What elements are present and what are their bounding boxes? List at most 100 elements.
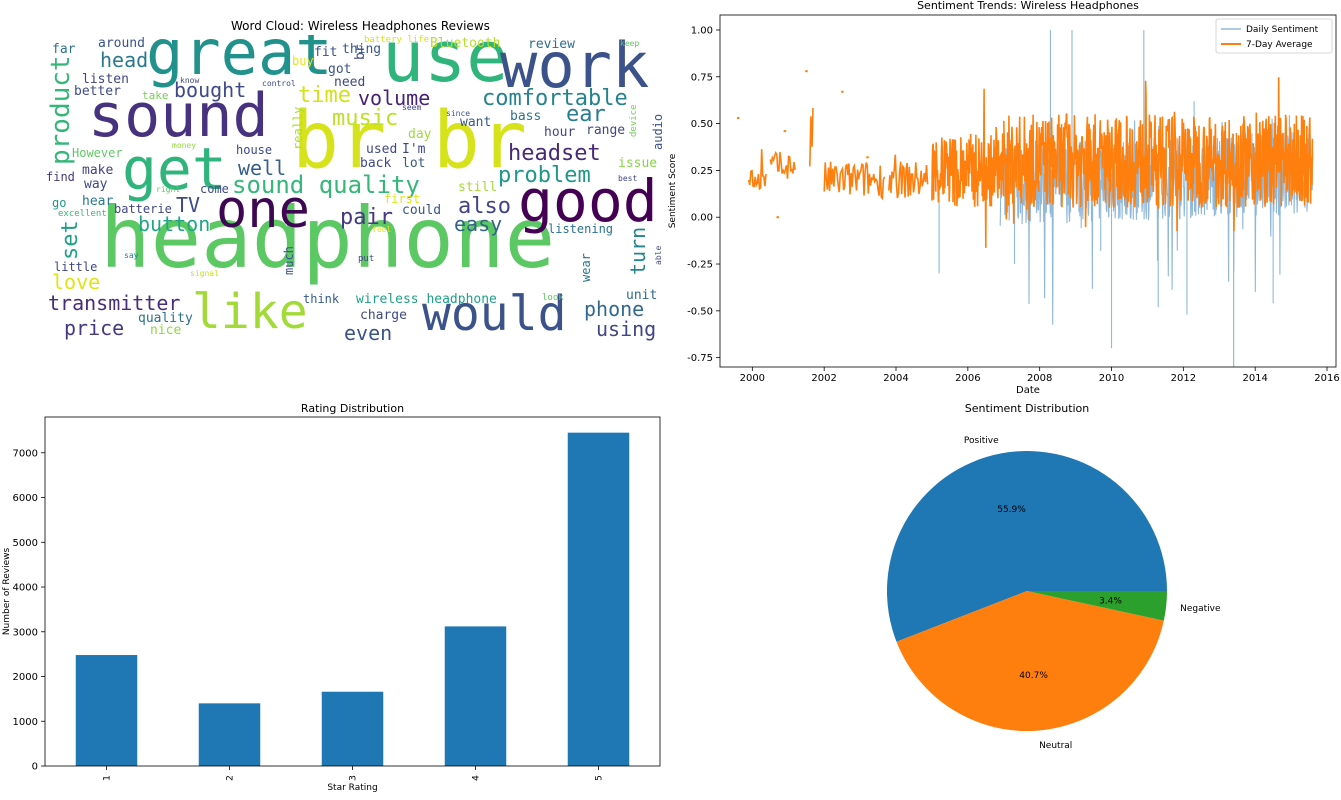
wordcloud-word: fit: [314, 45, 338, 60]
wordcloud-word: love: [52, 270, 101, 294]
x-tick-label: 2006: [955, 373, 980, 384]
x-tick-label: 2016: [1314, 373, 1339, 384]
y-axis-label: Sentiment Score: [668, 153, 678, 228]
pie-percent-label: 55.9%: [997, 505, 1026, 515]
bar-plot-frame: [44, 416, 661, 767]
legend-box: [1215, 18, 1333, 54]
wordcloud-word: far: [52, 42, 76, 57]
wordcloud-word: great: [146, 35, 333, 89]
y-axis-label: Number of Reviews: [2, 548, 12, 636]
wordcloud-word: br: [353, 44, 368, 60]
sentiment-distribution-panel: Sentiment Distribution 55.9% Positive 40.7%…: [700, 395, 1341, 796]
wordcloud-word: say: [124, 251, 139, 260]
pie-slice-negative: [1027, 591, 1167, 621]
wordcloud-word: sound quality: [232, 171, 420, 199]
wordcloud-word: lot: [402, 156, 426, 171]
wordcloud-word: good: [518, 167, 658, 235]
rating-bar: [444, 626, 507, 766]
pie-percent-label: 40.7%: [1019, 671, 1048, 681]
sentiment-trend-chart: Sentiment Trends: Wireless Headphones 200…: [668, 0, 1340, 396]
wordcloud-word: product: [46, 55, 76, 165]
x-tick-label: 2010: [1099, 373, 1124, 384]
seven-day-average-line: [769, 151, 796, 179]
wordcloud-word: head: [100, 48, 149, 72]
y-tick-label: 0.25: [691, 166, 713, 177]
wordcloud-word: using: [596, 317, 657, 341]
wordcloud-word: turn: [626, 226, 650, 275]
seven-day-average-line: [747, 149, 767, 191]
y-tick-label: -0.25: [687, 260, 713, 271]
wordcloud-word: house: [236, 143, 273, 157]
wordcloud-word: batterie: [114, 202, 172, 216]
wordcloud-word: quality: [138, 311, 193, 326]
rating-bar: [198, 703, 261, 766]
seven-day-average-point: [841, 90, 844, 93]
wordcloud-word: since: [446, 109, 471, 118]
x-axis-label: Date: [1016, 385, 1040, 396]
wordcloud-word: seem: [402, 103, 422, 112]
wordcloud-word: much: [282, 246, 296, 275]
wordcloud-panel: Word Cloud: Wireless Headphones Reviews …: [0, 0, 700, 360]
sentiment-trend-panel: Sentiment Trends: Wireless Headphones 200…: [660, 0, 1341, 400]
x-tick-label: 2: [226, 775, 236, 781]
wordcloud-word: think: [303, 292, 340, 306]
wordcloud-word: headphone: [100, 189, 556, 287]
wordcloud-word: price: [64, 316, 125, 340]
wordcloud-word: go: [52, 196, 67, 210]
line-plot-frame: [719, 14, 1337, 368]
wordcloud-word: problem: [498, 163, 591, 188]
wordcloud-word: even: [344, 321, 393, 345]
seven-day-average-point: [736, 116, 740, 119]
wordcloud-word: TV: [176, 193, 201, 217]
wordcloud-word: like: [192, 284, 308, 340]
x-tick-label: 2004: [883, 373, 908, 384]
wordcloud-word: ear: [566, 102, 606, 127]
wordcloud-word: phone: [584, 297, 645, 321]
wordcloud-word: find: [46, 170, 75, 184]
daily-sentiment-series: [938, 29, 1314, 367]
wordcloud-word: device: [629, 104, 639, 137]
pie-chart-title: Sentiment Distribution: [965, 402, 1090, 415]
wordcloud-word: range: [586, 123, 626, 138]
pie-category-label: Positive: [964, 436, 999, 446]
x-tick-label: 2008: [1027, 373, 1052, 384]
wordcloud-word: also: [458, 194, 511, 219]
wordcloud-word: nice: [150, 323, 182, 338]
pie-category-label: Negative: [1180, 604, 1221, 614]
y-tick-label: 0.75: [691, 72, 713, 83]
line-chart-title: Sentiment Trends: Wireless Headphones: [917, 0, 1139, 12]
seven-day-average-point: [776, 216, 779, 219]
wordcloud-word: come: [200, 182, 229, 196]
y-tick-label: -0.50: [687, 306, 713, 317]
seven-day-average-point: [783, 130, 787, 133]
wordcloud-word: signal: [190, 269, 219, 278]
legend-daily-label: Daily Sentiment: [1246, 25, 1319, 35]
x-tick-label: 3: [349, 775, 359, 781]
wordcloud-area: headphone br br use work great sound get good on…: [45, 35, 665, 345]
pie-slice-neutral: [896, 591, 1164, 732]
rating-bar: [567, 432, 630, 766]
wordcloud-word: hear: [82, 194, 114, 209]
y-tick-label: 0.00: [691, 213, 713, 224]
seven-day-average-series: [736, 70, 1314, 248]
wordcloud-word: battery life: [364, 35, 430, 45]
x-axis-label: Star Rating: [327, 783, 377, 793]
wordcloud-word: make: [82, 163, 114, 178]
wordcloud-word: feel: [372, 225, 392, 234]
wordcloud-word: bought: [174, 78, 247, 102]
wordcloud-word: However: [72, 146, 123, 160]
wordcloud-word: use: [382, 35, 509, 98]
wordcloud-word: right: [156, 185, 181, 194]
wordcloud-word: time: [298, 83, 351, 108]
wordcloud-word: transmitter: [48, 291, 181, 315]
bar-chart-title: Rating Distribution: [301, 402, 404, 415]
seven-day-average-line: [888, 154, 929, 199]
y-tick-label: 4000: [13, 583, 38, 594]
rating-distribution-chart: Rating Distribution 1 2 3 4 5 0 1000 2000 3000 400…: [2, 402, 661, 793]
wordcloud-word: charge: [360, 308, 407, 323]
seven-day-average-point: [805, 70, 808, 73]
x-tick-label: 2000: [740, 373, 765, 384]
wordcloud-word: get: [122, 135, 227, 203]
x-tick-label: 2002: [811, 373, 836, 384]
rating-bar: [75, 655, 138, 766]
